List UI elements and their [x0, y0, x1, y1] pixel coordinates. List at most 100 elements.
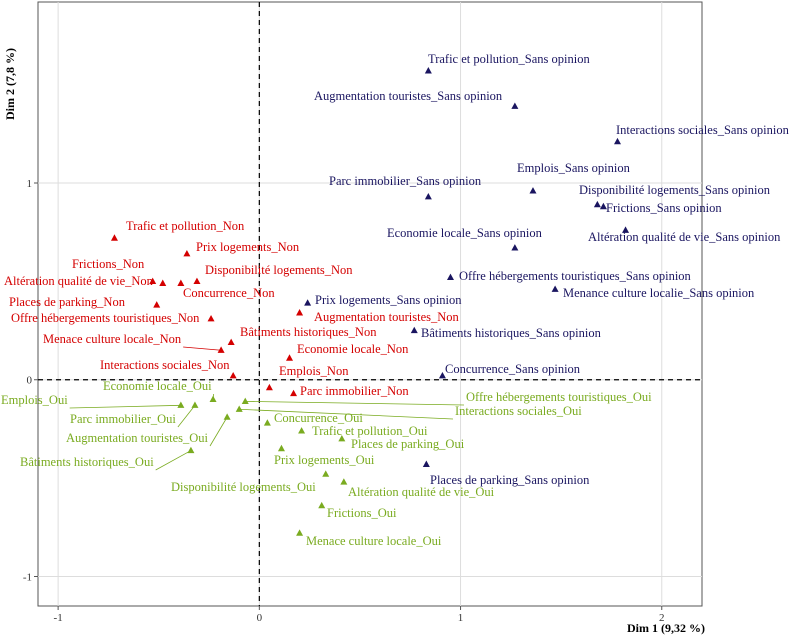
point-label: Disponibilité logements_Oui	[171, 480, 316, 494]
x-axis-title: Dim 1 (9,32 %)	[627, 621, 705, 635]
data-point	[209, 395, 217, 403]
data-point	[159, 279, 167, 286]
point-label: Trafic et pollution_Oui	[312, 424, 428, 438]
point-label: Emplois_Sans opinion	[517, 161, 631, 175]
label-connector	[177, 405, 196, 428]
x-tick-label: 0	[257, 612, 263, 624]
data-point	[322, 470, 330, 477]
data-point	[290, 389, 298, 397]
label-connector	[155, 450, 192, 471]
axis-ticks: -1 0 1 2 -1 0 1	[23, 178, 665, 624]
data-point	[177, 279, 185, 286]
data-point	[110, 234, 118, 241]
point-label: Frictions_Sans opinion	[606, 201, 722, 215]
point-label: Bâtiments historiques_Non	[240, 325, 377, 339]
point-label: Parc immobilier_Oui	[70, 412, 176, 426]
point-label: Offre hébergements touristiques_Sans opi…	[459, 269, 692, 283]
data-point	[340, 478, 348, 485]
point-label: Disponibilité logements_Non	[205, 263, 353, 277]
data-point	[263, 419, 271, 426]
point-label: Interactions sociales_Non	[100, 358, 230, 372]
point-label: Places de parking_Non	[9, 295, 126, 309]
data-point	[622, 226, 630, 233]
point-label: Disponibilité logements_Sans opinion	[579, 183, 771, 197]
point-label: Offre hébergements touristiques_Non	[11, 311, 200, 325]
data-point	[438, 372, 446, 379]
point-label: Augmentation touristes_Non	[314, 310, 460, 324]
point-label: Frictions_Non	[72, 257, 145, 271]
data-points	[110, 67, 630, 536]
point-label: Emplois_Non	[279, 364, 349, 378]
point-label: Prix logements_Oui	[274, 453, 375, 467]
y-tick-label: 1	[27, 178, 33, 190]
point-label: Economie locale_Non	[297, 342, 409, 356]
point-label: Interactions sociales_Oui	[455, 404, 582, 418]
x-tick-label: 2	[659, 612, 665, 624]
data-point	[296, 529, 304, 536]
point-label: Places de parking_Sans opinion	[430, 473, 590, 487]
data-point	[304, 299, 312, 306]
y-axis-title: Dim 2 (7,8 %)	[3, 48, 17, 120]
data-point	[551, 285, 559, 292]
data-point	[422, 460, 430, 467]
data-point	[191, 401, 199, 408]
label-connector	[245, 400, 465, 406]
point-label: Augmentation touristes_Sans opinion	[314, 89, 503, 103]
data-point	[511, 244, 519, 251]
point-label: Prix logements_Sans opinion	[315, 293, 462, 307]
label-connector	[239, 408, 454, 420]
point-label: Trafic et pollution_Sans opinion	[428, 52, 590, 66]
data-point	[338, 434, 346, 442]
point-label: Menace culture locale_Non	[43, 332, 182, 346]
data-point	[296, 309, 304, 316]
data-point	[286, 354, 294, 361]
data-point	[229, 372, 237, 379]
x-tick-label: -1	[54, 612, 63, 624]
point-label: Parc immobilier_Sans opinion	[329, 174, 482, 188]
label-connector	[209, 416, 228, 447]
data-point	[277, 444, 285, 452]
data-point	[593, 200, 601, 208]
y-tick-label: 0	[27, 375, 33, 387]
point-label: Altération qualité de vie_Sans opinion	[588, 230, 781, 244]
zero-reference-lines	[38, 2, 702, 606]
data-point	[298, 427, 306, 434]
point-label: Menance culture localie_Sans opinion	[563, 286, 755, 300]
point-label: Offre hébergements touristiques_Oui	[466, 390, 652, 404]
y-tick-label: -1	[23, 571, 32, 583]
point-labels: Trafic et pollution_Sans opinion Augmenta…	[1, 52, 790, 548]
point-label: Augmentation touristes_Oui	[66, 431, 209, 445]
data-point	[318, 501, 326, 509]
data-point	[613, 137, 621, 145]
data-point	[446, 273, 454, 281]
data-point	[424, 67, 432, 74]
plot-panel	[37, 1, 703, 607]
point-label: Prix logements_Non	[196, 240, 300, 254]
point-label: Bâtiments historiques_Oui	[20, 455, 154, 469]
data-point	[217, 346, 225, 353]
data-point	[227, 338, 235, 345]
data-point	[235, 405, 243, 412]
point-label: Parc immobilier_Non	[300, 384, 409, 398]
point-label: Economie locale_Sans opinion	[387, 226, 543, 240]
point-label: Places de parking_Oui	[351, 437, 465, 451]
point-label: Altération qualité de vie_Non	[4, 274, 154, 288]
data-point	[241, 397, 249, 404]
point-label: Concurrence_Sans opinion	[445, 362, 581, 376]
point-label: Bâtiments historiques_Sans opinion	[421, 326, 602, 340]
data-point	[223, 413, 231, 420]
data-point	[149, 277, 157, 284]
data-point	[207, 314, 215, 322]
point-label: Emplois_Oui	[1, 393, 68, 407]
point-label: Altération qualité de vie_Oui	[348, 485, 495, 499]
label-connectors	[69, 346, 465, 471]
point-label: Concurrence_Oui	[274, 411, 363, 425]
data-point	[599, 202, 607, 210]
point-label: Menace culture locale_Oui	[306, 534, 442, 548]
data-point	[177, 401, 185, 408]
point-label: Concurrence_Non	[183, 286, 275, 300]
data-point	[410, 326, 418, 334]
data-point	[187, 446, 195, 454]
data-point	[183, 250, 191, 257]
